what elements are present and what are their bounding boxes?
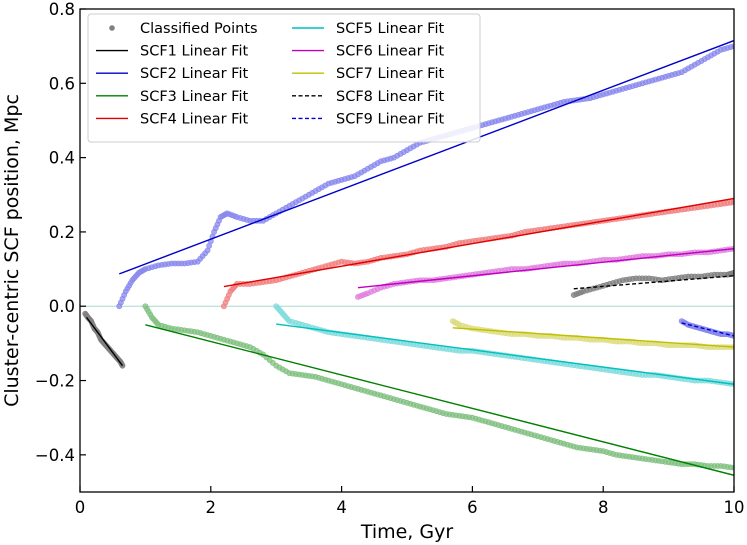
fit-line-scf9 bbox=[681, 322, 734, 337]
legend-box bbox=[87, 13, 481, 143]
fit-line-scf7 bbox=[452, 327, 734, 348]
y-tick-label: 0.2 bbox=[49, 223, 75, 242]
legend-entry: SCF5 Linear Fit bbox=[292, 21, 444, 37]
legend-label: SCF6 Linear Fit bbox=[336, 44, 444, 60]
linear-fits bbox=[85, 39, 734, 476]
y-tick-label: 0.4 bbox=[49, 149, 75, 168]
fit-line-scf6 bbox=[357, 247, 734, 289]
points-scf9 bbox=[678, 318, 734, 339]
fit-line-scf4 bbox=[223, 197, 734, 288]
x-tick-label: 10 bbox=[724, 498, 745, 517]
legend: Classified Points SCF1 Linear Fit SCF2 Lin… bbox=[87, 13, 481, 143]
x-tick-label: 4 bbox=[336, 498, 347, 517]
legend-entry: SCF3 Linear Fit bbox=[96, 89, 248, 105]
points-scf7 bbox=[449, 318, 734, 350]
legend-label: Classified Points bbox=[140, 21, 258, 37]
y-tick-label: 0.6 bbox=[49, 74, 75, 93]
legend-entry: SCF2 Linear Fit bbox=[96, 66, 248, 82]
legend-entry: SCF7 Linear Fit bbox=[292, 66, 444, 82]
legend-label: SCF4 Linear Fit bbox=[140, 111, 248, 127]
legend-label: SCF3 Linear Fit bbox=[140, 89, 248, 105]
x-tick-label: 0 bbox=[75, 498, 86, 517]
fit-line-scf8 bbox=[573, 275, 734, 290]
fit-line-scf2 bbox=[118, 39, 734, 275]
x-tick-label: 2 bbox=[206, 498, 217, 517]
fit-line-scf3 bbox=[145, 324, 734, 476]
y-axis-title: Cluster-centric SCF position, Mpc bbox=[1, 94, 23, 407]
x-tick-label: 6 bbox=[467, 498, 478, 517]
y-tick-label: −0.2 bbox=[35, 372, 75, 391]
points-scf5 bbox=[273, 303, 734, 388]
axis-ticks: 0 2 4 6 8 10 −0.4 −0.2 0.0 0.2 0.4 0.6 0.8 bbox=[35, 0, 745, 517]
legend-label: SCF8 Linear Fit bbox=[336, 89, 444, 105]
fit-line-scf1 bbox=[85, 316, 124, 367]
legend-label: SCF7 Linear Fit bbox=[336, 66, 444, 82]
y-tick-label: 0.0 bbox=[49, 297, 75, 316]
y-tick-label: −0.4 bbox=[35, 446, 75, 465]
legend-label: SCF2 Linear Fit bbox=[140, 66, 248, 82]
y-tick-label: 0.8 bbox=[49, 0, 75, 19]
legend-entry: SCF4 Linear Fit bbox=[96, 111, 248, 127]
x-tick-label: 8 bbox=[598, 498, 609, 517]
legend-entry: Classified Points bbox=[109, 21, 258, 37]
points-scf8 bbox=[570, 269, 734, 298]
legend-label: SCF1 Linear Fit bbox=[140, 44, 248, 60]
points-scf6 bbox=[355, 245, 734, 300]
legend-label: SCF9 Linear Fit bbox=[336, 111, 444, 127]
legend-marker bbox=[109, 25, 115, 31]
plot-frame bbox=[79, 8, 735, 493]
legend-label: SCF5 Linear Fit bbox=[336, 21, 444, 37]
legend-entry: SCF9 Linear Fit bbox=[292, 111, 444, 127]
legend-entry: SCF1 Linear Fit bbox=[96, 44, 248, 60]
legend-entry: SCF6 Linear Fit bbox=[292, 44, 444, 60]
classified-points bbox=[82, 43, 734, 471]
legend-entry: SCF8 Linear Fit bbox=[292, 89, 444, 105]
x-axis-title: Time, Gyr bbox=[360, 521, 454, 543]
points-scf3 bbox=[142, 303, 734, 471]
fit-line-scf5 bbox=[276, 323, 734, 385]
